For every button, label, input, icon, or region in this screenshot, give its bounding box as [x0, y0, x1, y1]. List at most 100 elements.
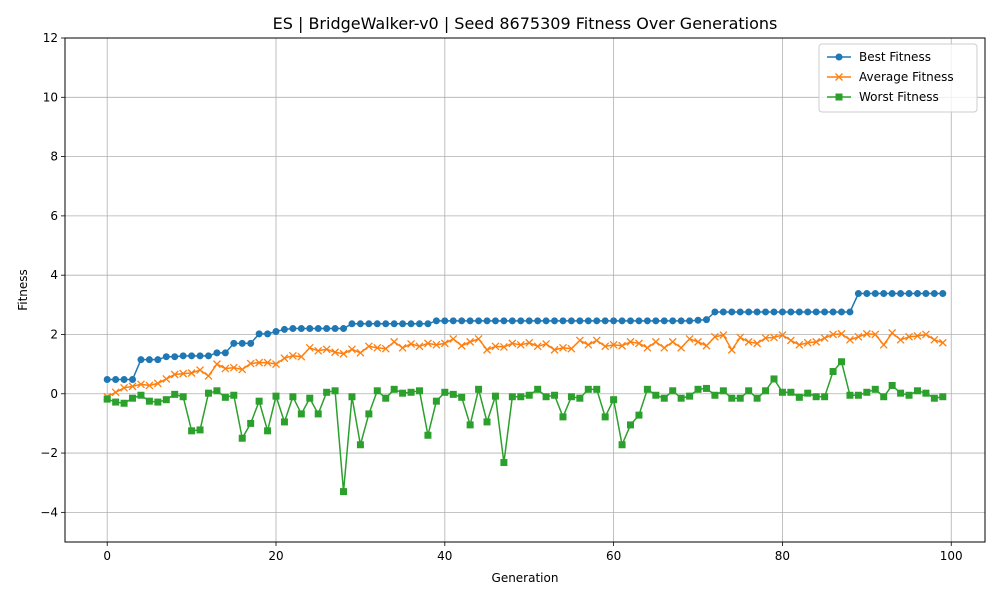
y-tick-label-1: −2: [40, 446, 58, 460]
data-point-1-82: [795, 340, 804, 349]
data-point-0-81: [787, 308, 795, 316]
data-point-0-72: [711, 308, 719, 316]
data-point-0-6: [154, 356, 162, 364]
data-point-2-11: [196, 426, 204, 434]
data-point-1-95: [905, 332, 913, 341]
data-point-1-65: [651, 337, 660, 346]
data-point-0-20: [272, 328, 280, 336]
data-point-1-66: [660, 343, 669, 352]
data-point-1-27: [331, 348, 340, 357]
data-point-2-82: [795, 393, 803, 401]
data-point-0-37: [415, 320, 423, 328]
data-point-2-53: [551, 391, 559, 399]
data-point-2-87: [838, 358, 846, 366]
data-point-2-19: [264, 427, 272, 435]
data-point-0-7: [162, 353, 170, 361]
data-point-0-25: [314, 325, 322, 333]
data-point-2-89: [854, 391, 862, 399]
data-point-2-72: [711, 391, 719, 399]
data-point-2-3: [129, 394, 137, 402]
data-point-0-80: [778, 308, 786, 316]
y-tick-label-5: 6: [50, 209, 58, 223]
data-point-0-84: [812, 308, 820, 316]
y-tick-label-7: 10: [43, 90, 58, 104]
data-point-1-46: [491, 342, 500, 351]
data-point-2-35: [399, 389, 407, 397]
data-point-1-9: [179, 369, 188, 378]
data-point-0-44: [475, 317, 483, 325]
data-point-1-63: [634, 339, 643, 348]
legend: Best Fitness Average Fitness Worst Fitness: [818, 43, 978, 113]
y-tick-label-4: 4: [50, 268, 58, 282]
data-point-1-52: [542, 339, 551, 348]
data-point-2-44: [475, 385, 483, 393]
data-point-0-21: [280, 325, 288, 333]
data-point-0-53: [551, 317, 559, 325]
data-point-1-85: [820, 334, 829, 342]
data-point-2-52: [542, 393, 550, 401]
data-point-1-31: [364, 342, 373, 351]
data-point-2-16: [238, 434, 246, 442]
x-tick-label-0: 0: [103, 549, 111, 563]
data-point-2-31: [365, 410, 373, 418]
data-point-0-63: [635, 317, 643, 325]
data-point-2-69: [686, 392, 694, 400]
data-point-0-8: [171, 353, 179, 361]
plot-frame: [64, 37, 986, 543]
data-point-2-94: [897, 389, 905, 397]
data-point-2-42: [458, 393, 466, 401]
data-point-1-17: [246, 359, 255, 368]
data-point-0-61: [618, 317, 626, 325]
data-point-2-62: [627, 421, 635, 429]
data-point-1-88: [845, 335, 854, 344]
data-point-2-7: [162, 396, 170, 404]
x-tick-label-4: 80: [775, 549, 790, 563]
data-point-2-65: [652, 391, 660, 399]
data-point-0-13: [213, 349, 221, 357]
data-point-0-45: [483, 317, 491, 325]
data-point-0-57: [584, 317, 592, 325]
data-point-0-92: [880, 290, 888, 298]
data-point-2-64: [643, 385, 651, 393]
data-point-0-95: [905, 290, 913, 298]
data-point-0-49: [517, 317, 525, 325]
data-point-2-24: [306, 394, 314, 402]
data-point-1-44: [474, 334, 483, 343]
data-point-1-38: [423, 339, 432, 348]
data-point-2-90: [863, 388, 871, 396]
data-point-2-13: [213, 387, 221, 395]
data-point-1-67: [668, 337, 677, 346]
data-point-2-28: [340, 488, 348, 496]
data-point-2-10: [188, 427, 196, 435]
data-point-1-71: [702, 341, 711, 350]
data-point-2-79: [770, 375, 778, 383]
data-point-1-34: [390, 337, 399, 346]
data-point-0-55: [567, 317, 575, 325]
data-point-0-58: [593, 317, 601, 325]
data-point-0-17: [247, 339, 255, 347]
data-point-1-96: [913, 331, 922, 340]
data-point-2-95: [905, 391, 913, 399]
data-point-2-76: [745, 387, 753, 395]
data-point-1-14: [221, 364, 230, 373]
data-point-2-27: [331, 387, 339, 395]
data-point-0-93: [888, 290, 896, 298]
data-point-2-43: [466, 421, 474, 429]
data-point-2-30: [356, 441, 364, 449]
data-point-1-23: [297, 352, 306, 361]
data-point-2-21: [280, 418, 288, 426]
data-point-1-89: [854, 332, 863, 341]
data-point-1-2: [120, 383, 129, 392]
data-point-2-47: [500, 459, 508, 467]
data-point-2-73: [719, 387, 727, 395]
data-point-1-18: [255, 358, 264, 367]
data-point-0-65: [652, 317, 660, 325]
data-point-1-58: [592, 336, 601, 345]
x-tick-label-1: 20: [268, 549, 283, 563]
data-point-2-40: [441, 388, 449, 396]
data-point-1-3: [128, 382, 137, 391]
legend-marker-0: [835, 53, 843, 61]
data-point-0-97: [922, 290, 930, 298]
data-point-2-99: [939, 393, 947, 401]
data-point-1-53: [550, 345, 559, 354]
